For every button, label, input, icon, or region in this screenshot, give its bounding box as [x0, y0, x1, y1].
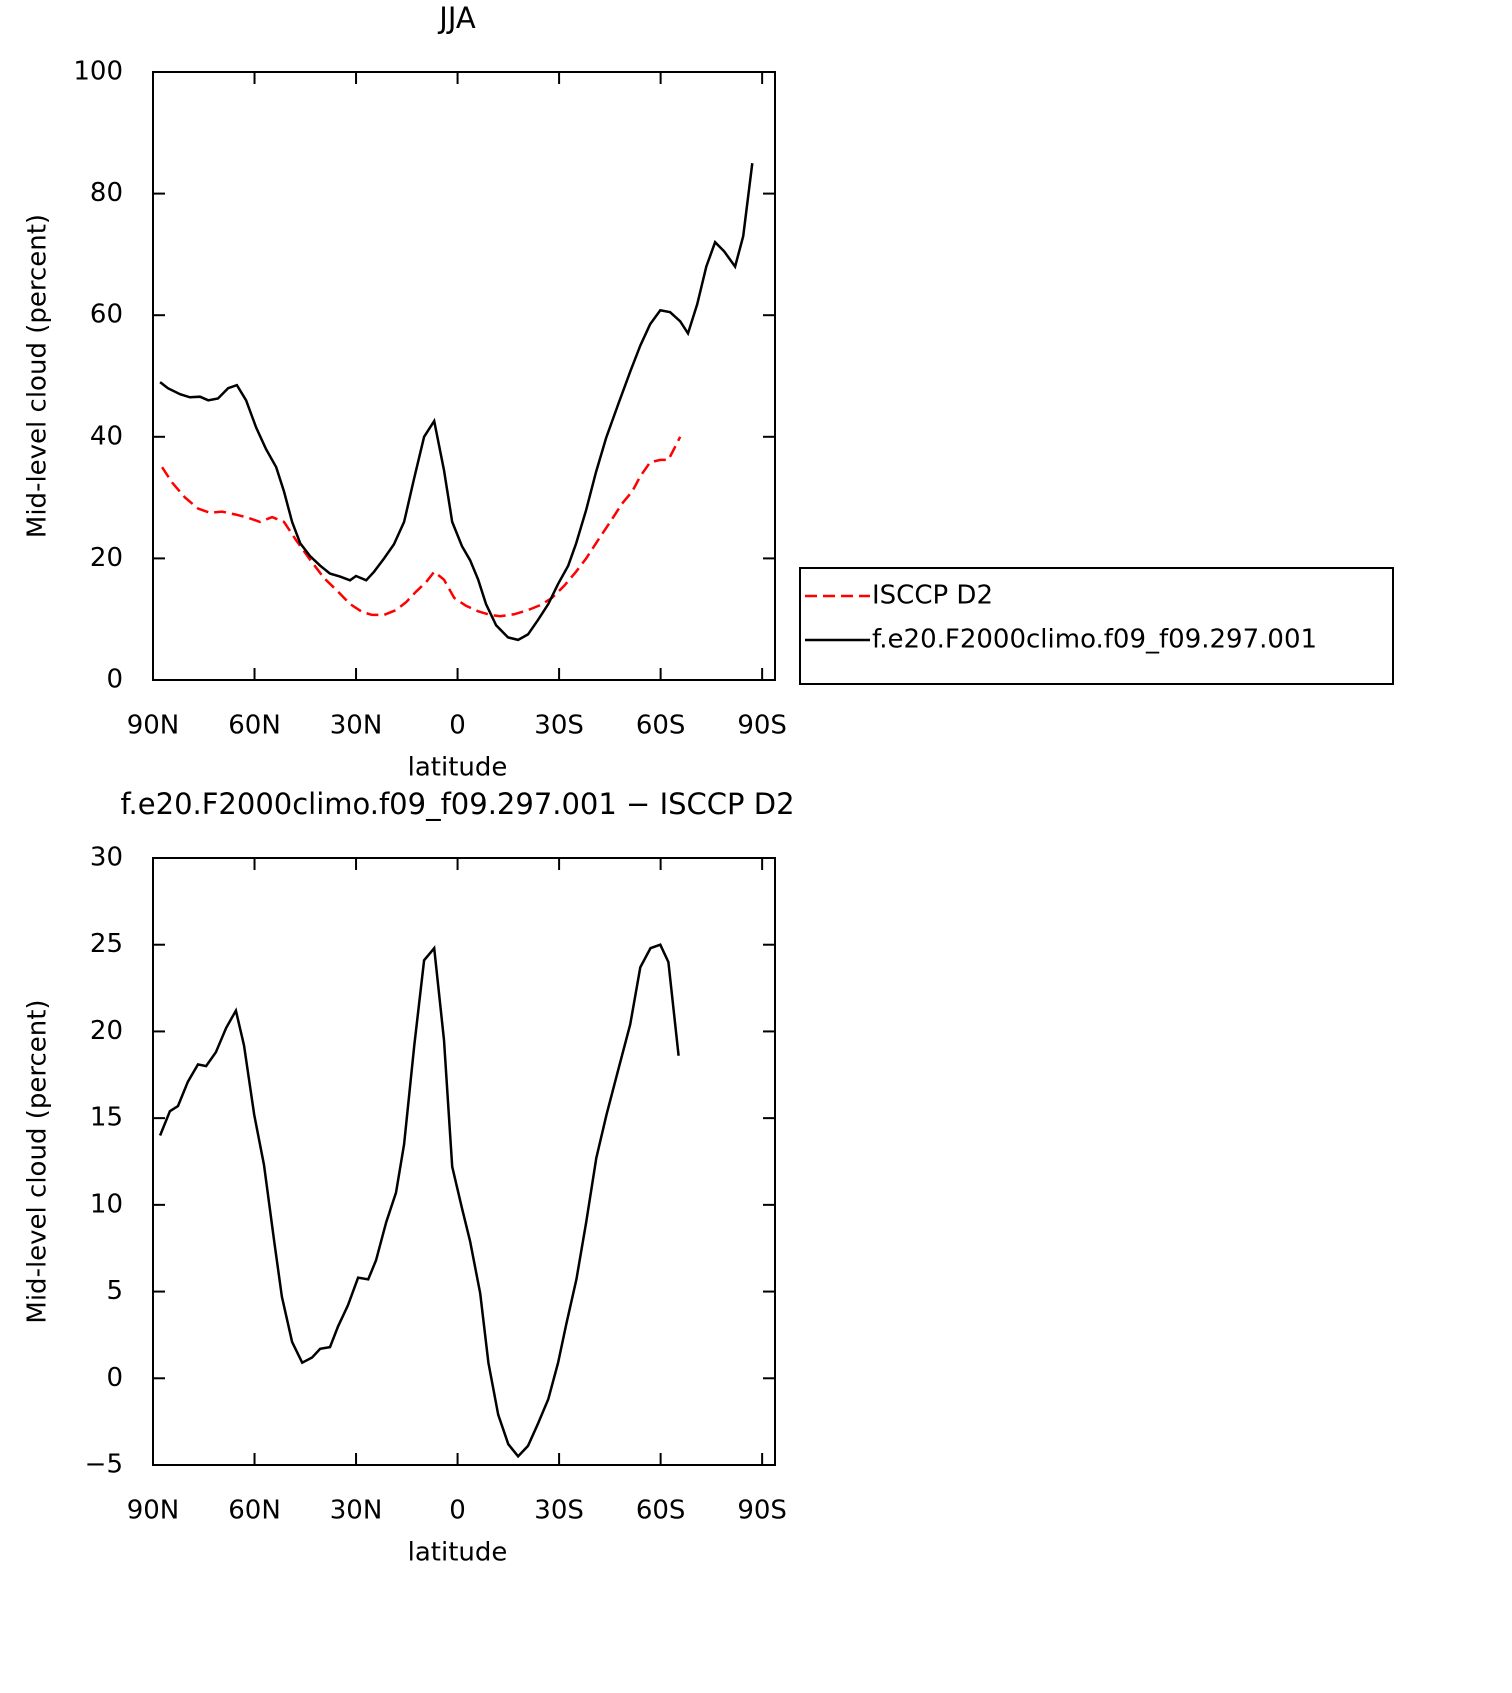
y-tick-label: 0: [106, 665, 123, 695]
y-tick-label: 40: [90, 421, 123, 451]
x-axis-label: latitude: [408, 1538, 508, 1568]
x-tick-label: 90N: [127, 1496, 180, 1526]
y-tick-label: 10: [90, 1189, 123, 1219]
x-tick-label: 30N: [330, 1496, 383, 1526]
y-axis-label: Mid-level cloud (percent): [23, 999, 53, 1323]
y-tick-label: 60: [90, 300, 123, 330]
x-tick-label: 60N: [228, 1496, 281, 1526]
legend-label: f.e20.F2000climo.f09_f09.297.001: [872, 625, 1317, 655]
plot-frame: [152, 71, 776, 681]
plot-frame: [152, 857, 776, 1466]
y-tick-label: 30: [90, 843, 123, 873]
y-tick-label: 100: [73, 57, 123, 87]
x-tick-label: 60S: [636, 711, 686, 741]
y-tick-label: 15: [90, 1103, 123, 1133]
data-line: [159, 163, 754, 642]
y-tick-label: −5: [85, 1450, 123, 1480]
x-tick-label: 30S: [534, 711, 584, 741]
y-tick-label: 5: [106, 1276, 123, 1306]
y-tick-label: 0: [106, 1363, 123, 1393]
x-tick-label: 0: [449, 1496, 466, 1526]
x-tick-label: 30N: [330, 711, 383, 741]
x-tick-label: 90S: [737, 1496, 787, 1526]
y-axis-label: Mid-level cloud (percent): [23, 214, 53, 538]
x-tick-label: 60N: [228, 711, 281, 741]
data-line: [161, 436, 682, 618]
y-tick-label: 20: [90, 543, 123, 573]
y-tick-label: 25: [90, 929, 123, 959]
chart-title: JJA: [437, 1, 476, 35]
x-tick-label: 0: [449, 711, 466, 741]
x-axis-label: latitude: [408, 753, 508, 783]
x-tick-label: 90N: [127, 711, 180, 741]
y-tick-label: 80: [90, 178, 123, 208]
legend-box: [799, 567, 1394, 685]
legend-label: ISCCP D2: [872, 581, 993, 611]
x-tick-label: 30S: [534, 1496, 584, 1526]
data-line: [158, 943, 680, 1459]
x-tick-label: 90S: [737, 711, 787, 741]
x-tick-label: 60S: [636, 1496, 686, 1526]
chart-title: f.e20.F2000climo.f09_f09.297.001 − ISCCP…: [120, 787, 794, 821]
y-tick-label: 20: [90, 1016, 123, 1046]
